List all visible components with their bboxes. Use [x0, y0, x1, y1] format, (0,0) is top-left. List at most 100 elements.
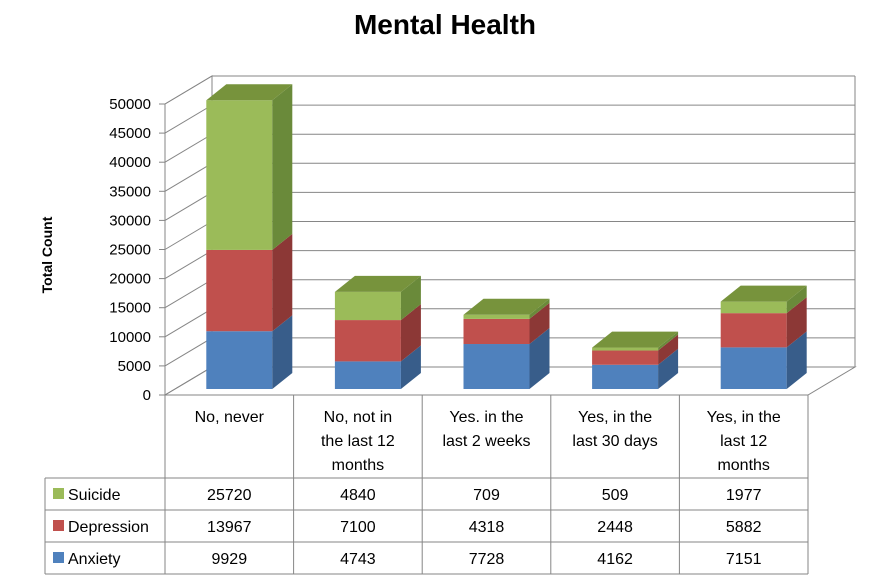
bar-segment: [206, 315, 293, 389]
y-tick-label: 30000: [109, 212, 151, 229]
bar-front: [206, 249, 273, 332]
bar-front: [206, 331, 273, 389]
chart-title: Mental Health: [354, 9, 536, 40]
legend-label: Anxiety: [68, 551, 120, 568]
bar-side: [529, 298, 550, 319]
bar-segment: [463, 328, 550, 389]
legend-label: Suicide: [68, 487, 121, 504]
y-tick-label: 35000: [109, 183, 151, 200]
data-table: No, never No, not in the last 12 months Yes.…: [44, 395, 809, 575]
bar-segment: [463, 298, 550, 319]
bar-segment: [720, 297, 807, 348]
bar-front: [206, 100, 273, 250]
category-label: the last 12: [321, 433, 395, 450]
y-tick-label: 15000: [109, 300, 151, 317]
bar-segment: [720, 285, 807, 314]
bar-segment: [334, 304, 421, 362]
table-cell: 7100: [340, 519, 376, 536]
gridline: [164, 75, 855, 105]
bar-side: [272, 84, 293, 250]
category-label: Yes, in the: [707, 409, 781, 426]
bar-side: [529, 328, 550, 389]
legend-key: [53, 488, 64, 499]
bar-front: [720, 347, 787, 389]
y-tick-label: 10000: [109, 329, 151, 346]
y-tick-label: 45000: [109, 125, 151, 142]
bar-side: [272, 315, 293, 389]
bar-side: [786, 297, 807, 348]
bars: [206, 84, 807, 389]
bar-segment: [592, 334, 679, 365]
bar-front: [334, 320, 401, 362]
table-cell: 4318: [469, 519, 505, 536]
bar-top: [334, 275, 421, 292]
category-label: No, not in: [324, 409, 392, 426]
table-cell: 13967: [207, 519, 252, 536]
bar-front: [720, 313, 787, 348]
y-tick-label: 20000: [109, 271, 151, 288]
bar-segment: [206, 84, 293, 250]
category-label: last 30 days: [572, 433, 657, 450]
table-cell: 7151: [726, 551, 762, 568]
category-label: Yes, in the: [578, 409, 652, 426]
table-cell: 25720: [207, 487, 252, 504]
table-cell: 4743: [340, 551, 376, 568]
y-tick-label: 50000: [109, 96, 151, 113]
bar-side: [400, 345, 421, 389]
bar-top: [592, 331, 679, 348]
table-cell: 4840: [340, 487, 376, 504]
category-label: No, never: [195, 409, 265, 426]
bar-front: [720, 301, 787, 314]
table-cell: 5882: [726, 519, 762, 536]
table-cell: 7728: [469, 551, 505, 568]
bar-top: [206, 84, 293, 101]
category-label: last 2 weeks: [442, 433, 530, 450]
y-tick-label: 40000: [109, 154, 151, 171]
bar-segment: [592, 348, 679, 389]
bar-segment: [334, 345, 421, 389]
bar-top: [720, 285, 807, 302]
bar-side: [658, 331, 679, 351]
bar-side: [400, 304, 421, 362]
category-label: months: [332, 457, 384, 474]
table-cell: 709: [473, 487, 500, 504]
bar-segment: [463, 302, 550, 345]
bar-front: [592, 350, 659, 365]
bar-side: [400, 275, 421, 321]
y-tick-label: 0: [143, 387, 151, 404]
bar-segment: [206, 233, 293, 332]
bar-side: [786, 285, 807, 314]
bar-side: [658, 334, 679, 365]
bar-front: [334, 291, 401, 321]
bar-front: [334, 361, 401, 389]
table-cell: 9929: [212, 551, 248, 568]
y-axis-ticks: 0 5000 10000 15000 20000 25000 30000 35000 40000…: [109, 96, 166, 404]
bar-top: [463, 298, 550, 315]
bar-side: [272, 233, 293, 332]
bar-front: [463, 314, 530, 319]
category-label: months: [717, 457, 769, 474]
bar-segment: [592, 331, 679, 351]
bar-front: [592, 364, 659, 389]
table-cell: 1977: [726, 487, 762, 504]
bar-side: [786, 331, 807, 389]
table-cell: 509: [602, 487, 629, 504]
table-cell: 4162: [597, 551, 633, 568]
category-label: Yes. in the: [449, 409, 523, 426]
y-tick-label: 5000: [118, 358, 151, 375]
bar-front: [463, 318, 530, 345]
legend-key: [53, 520, 64, 531]
bar-side: [529, 302, 550, 345]
y-axis-label: Total Count: [39, 216, 55, 293]
y-tick-label: 25000: [109, 242, 151, 259]
category-label: last 12: [720, 433, 767, 450]
table-cell: 2448: [597, 519, 633, 536]
bar-front: [463, 344, 530, 389]
bar-front: [592, 347, 659, 351]
legend-label: Depression: [68, 519, 149, 536]
bar-side: [658, 348, 679, 389]
legend-key: [53, 552, 64, 563]
bar-segment: [720, 331, 807, 389]
bar-segment: [334, 275, 421, 321]
